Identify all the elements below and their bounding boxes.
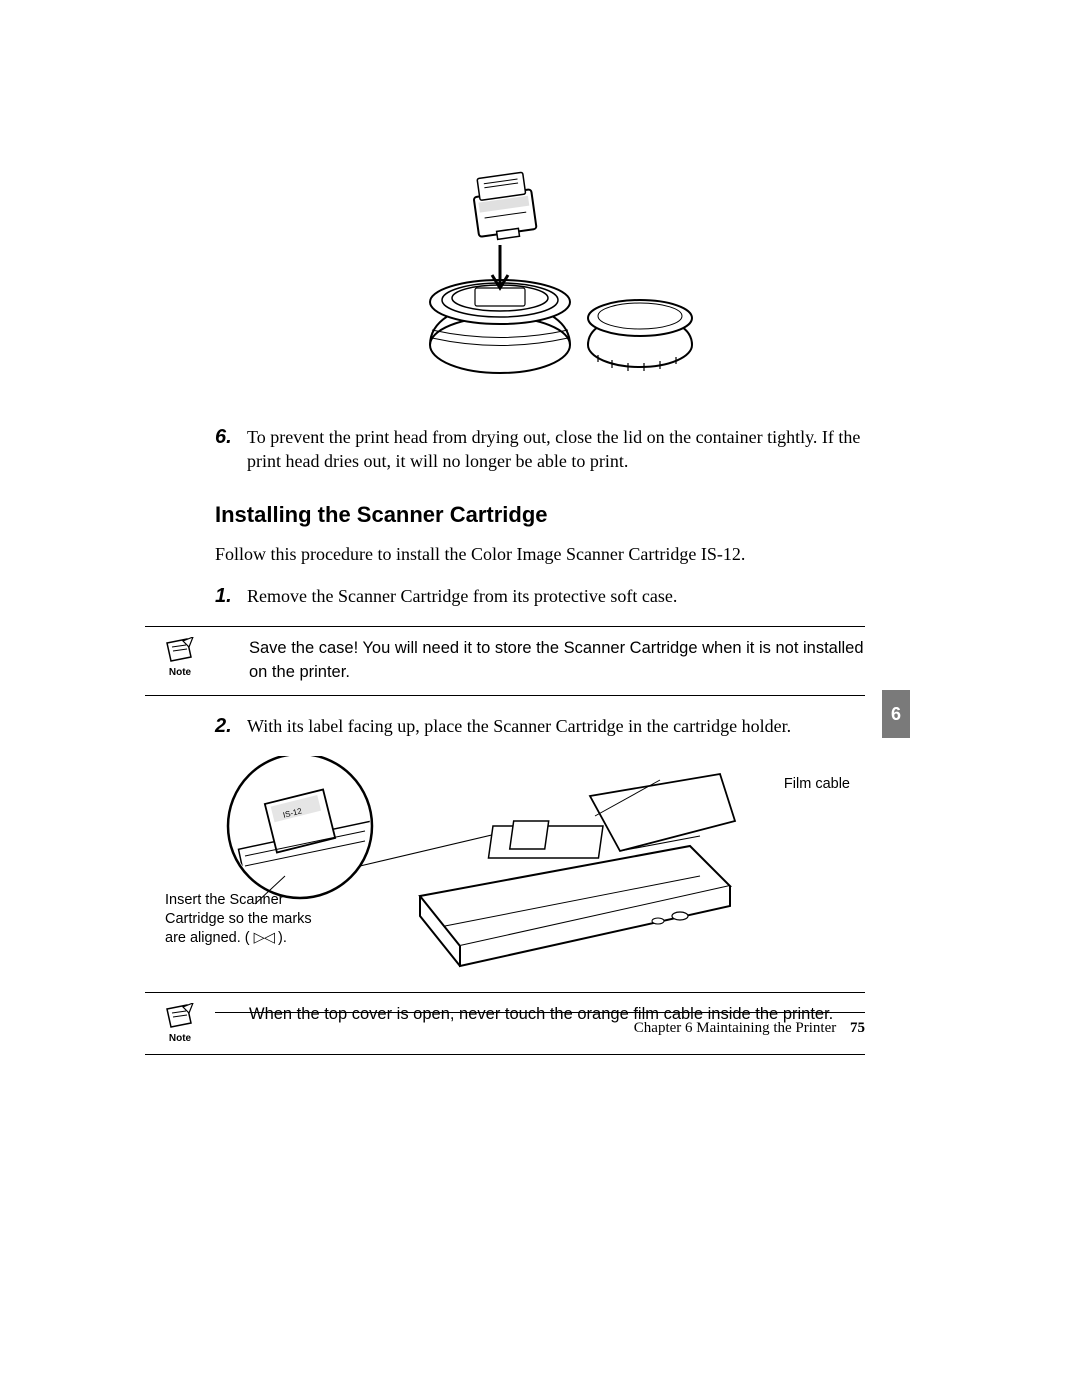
step-2-text: With its label facing up, place the Scan… xyxy=(247,714,865,738)
section-intro: Follow this procedure to install the Col… xyxy=(215,542,865,566)
footer-rule xyxy=(215,1012,865,1013)
step-6: 6. To prevent the print head from drying… xyxy=(215,425,865,474)
note-1-icon-wrap: Note xyxy=(145,637,215,678)
page-footer: Chapter 6 Maintaining the Printer 75 xyxy=(215,1020,865,1037)
step-1-text: Remove the Scanner Cartridge from its pr… xyxy=(247,584,865,608)
callout-left-l2: Cartridge so the marks xyxy=(165,911,312,927)
step-1-number: 1. xyxy=(215,584,247,608)
note-icon xyxy=(163,637,197,665)
callout-left-l3b: ). xyxy=(278,930,287,946)
step-2-number: 2. xyxy=(215,714,247,738)
callout-film-cable: Film cable xyxy=(784,776,850,792)
section-heading: Installing the Scanner Cartridge xyxy=(215,502,865,528)
callout-left-l3a: are aligned. ( xyxy=(165,930,250,946)
step-6-number: 6. xyxy=(215,425,247,449)
figure-cartridge-container xyxy=(215,170,865,405)
page-content-area: 6. To prevent the print head from drying… xyxy=(215,170,865,1073)
note-2-icon-wrap: Note xyxy=(145,1003,215,1044)
note-1: Note Save the case! You will need it to … xyxy=(145,626,865,696)
chapter-tab: 6 xyxy=(882,690,910,738)
cartridge-container-illustration xyxy=(380,170,700,400)
step-1: 1. Remove the Scanner Cartridge from its… xyxy=(215,584,865,608)
triangle-marks-icon: ▷◁ xyxy=(254,930,274,946)
note-icon xyxy=(163,1003,197,1031)
step-2: 2. With its label facing up, place the S… xyxy=(215,714,865,738)
note-1-text: Save the case! You will need it to store… xyxy=(215,637,865,685)
note-1-label: Note xyxy=(145,667,215,678)
footer-page-number: 75 xyxy=(850,1020,865,1036)
step-6-text: To prevent the print head from drying ou… xyxy=(247,425,865,474)
figure-printer: IS-12 xyxy=(215,756,865,986)
note-2-label: Note xyxy=(145,1033,215,1044)
callout-left-l1: Insert the Scanner xyxy=(165,892,284,908)
footer-chapter: Chapter 6 Maintaining the Printer xyxy=(634,1020,836,1036)
callout-insert-marks: Insert the Scanner Cartridge so the mark… xyxy=(165,891,355,948)
